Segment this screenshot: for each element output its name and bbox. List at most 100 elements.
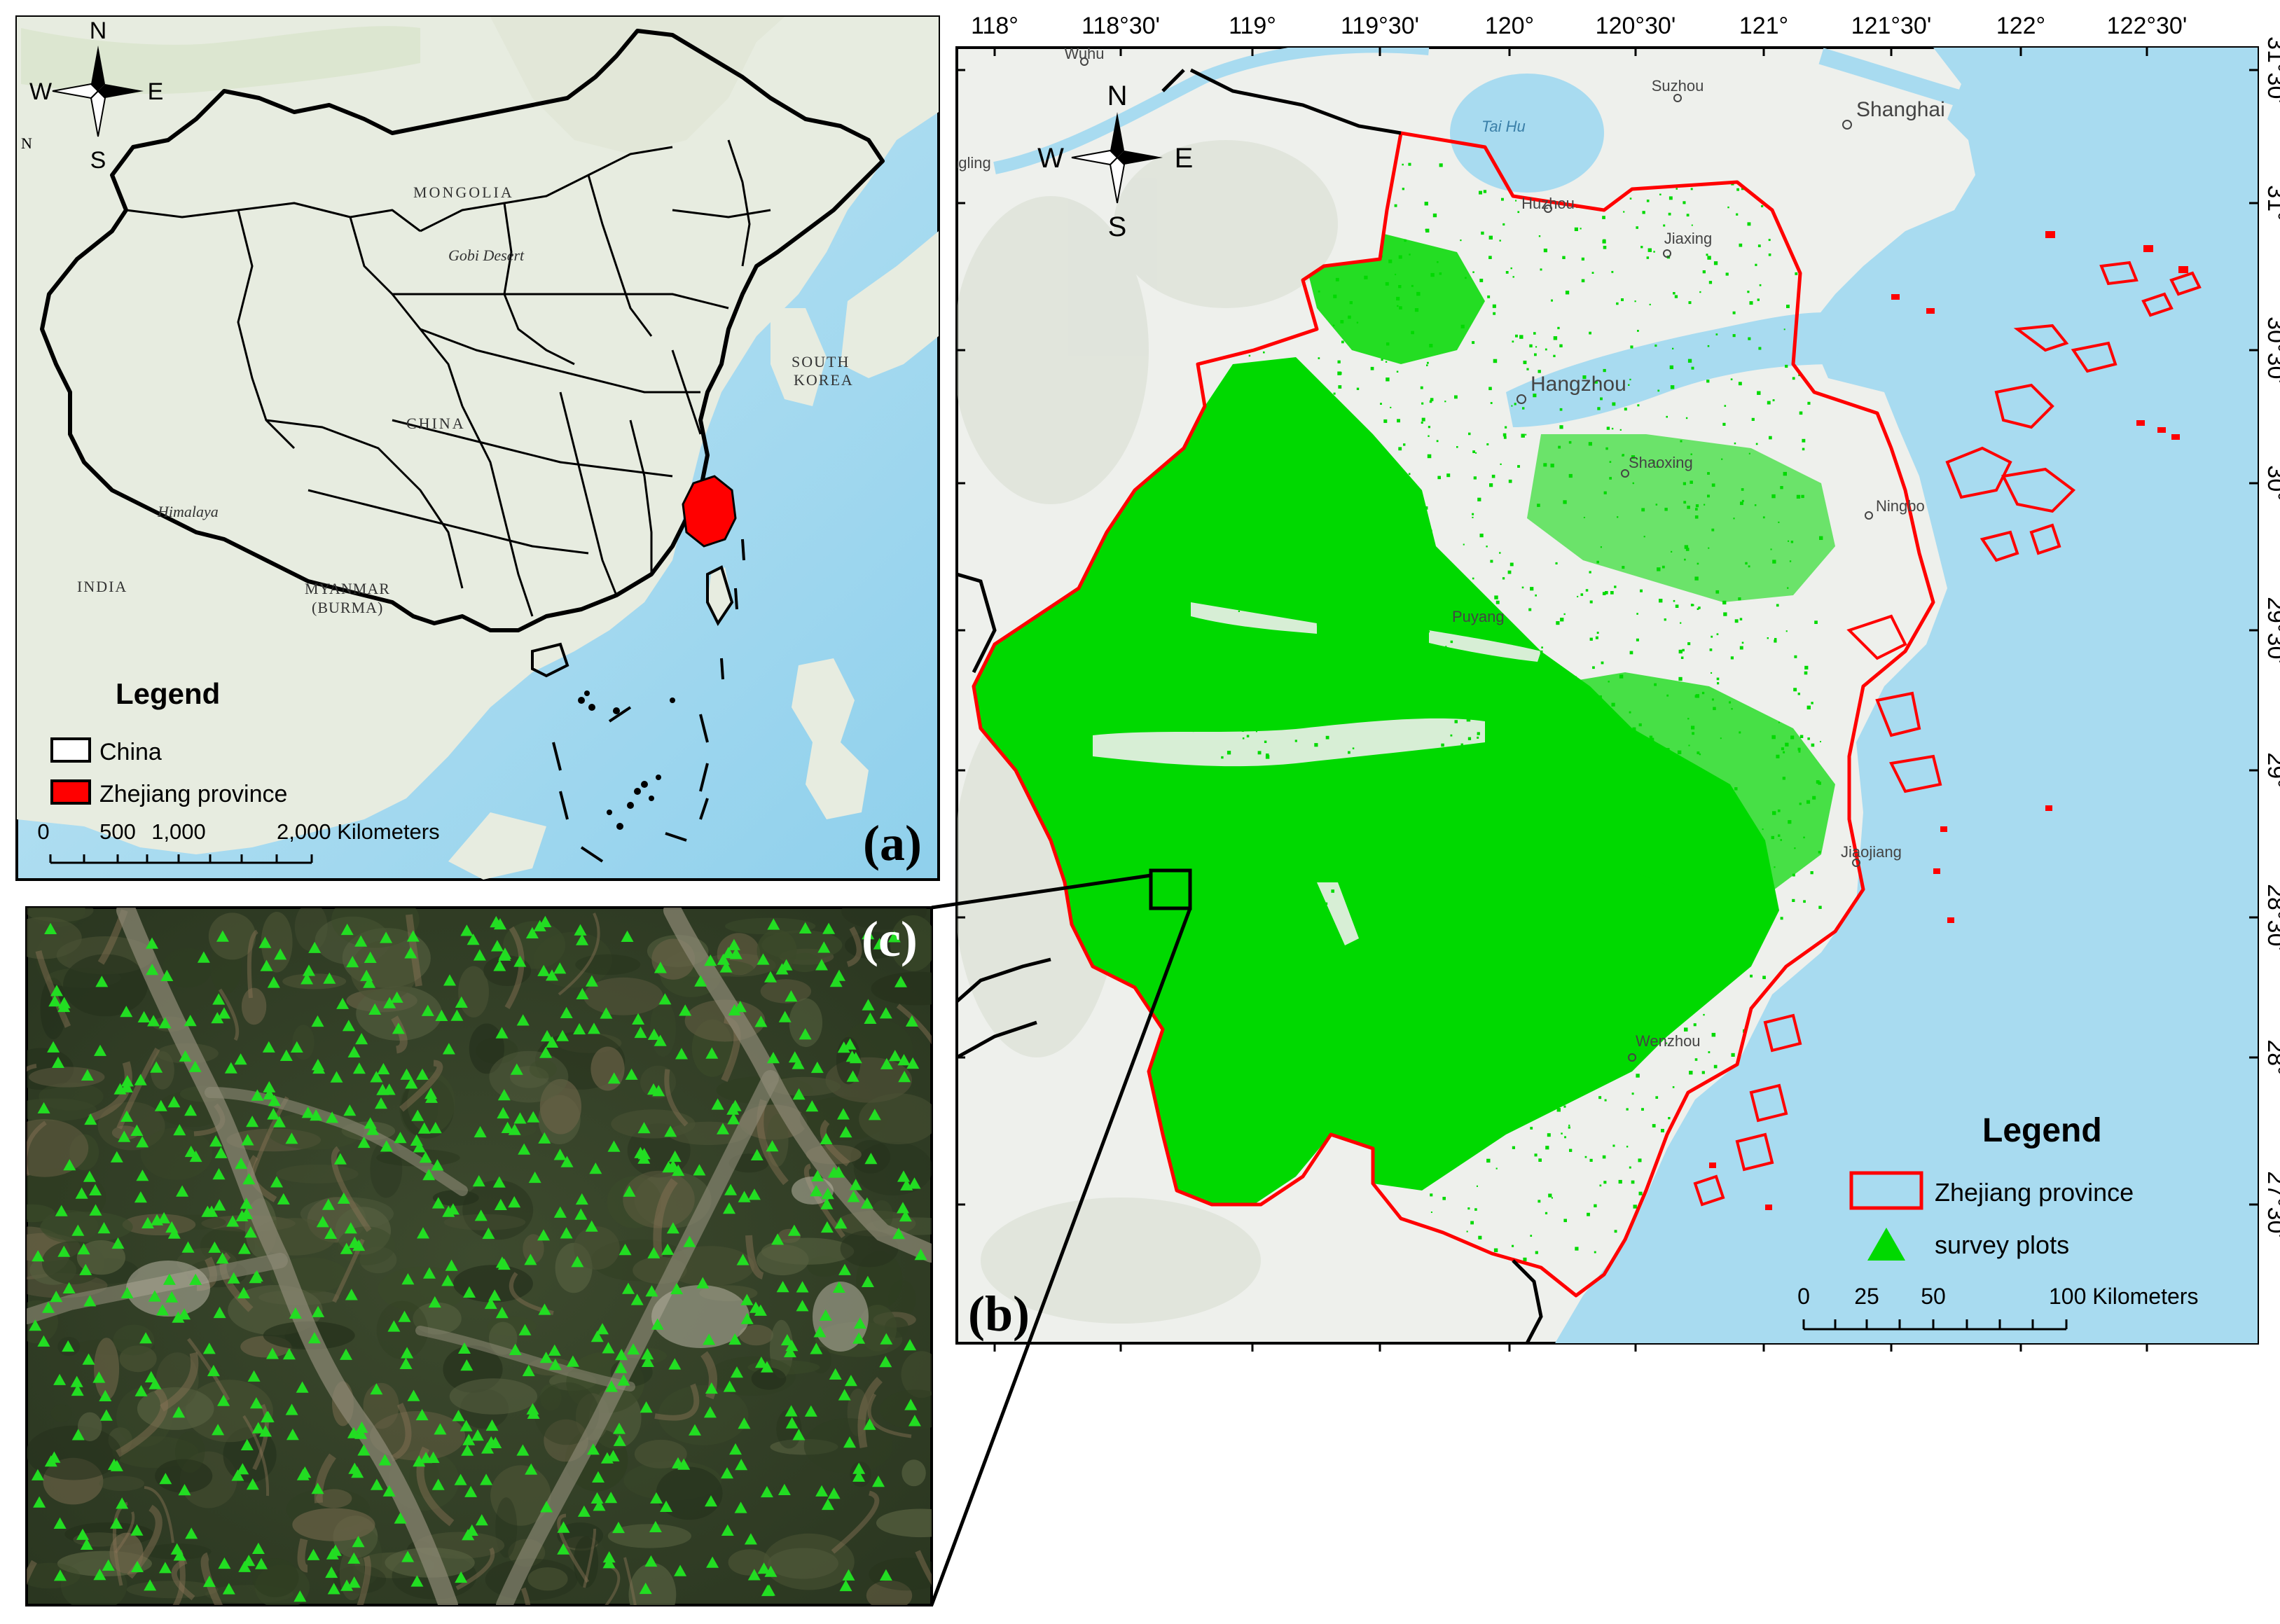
plot-speck (1629, 378, 1631, 381)
survey-plot-marker (897, 1054, 911, 1066)
survey-plot-marker (383, 997, 396, 1008)
plot-speck (1213, 1020, 1216, 1022)
plot-speck (1424, 202, 1428, 206)
terrain-patch (432, 1190, 479, 1206)
plot-speck (1416, 623, 1421, 627)
survey-plot-marker (178, 1308, 191, 1320)
terrain-patch (378, 1266, 468, 1312)
plot-speck (1442, 928, 1445, 931)
plot-speck (1709, 648, 1713, 651)
plot-speck (1385, 282, 1389, 286)
plot-speck (1477, 736, 1479, 739)
city-ningbo: Ningbo (1865, 497, 1925, 520)
plot-speck (1454, 710, 1457, 713)
survey-plot-marker (492, 1176, 506, 1188)
plot-speck (1636, 613, 1638, 615)
terrain-patch (539, 1384, 562, 1411)
plot-speck (1249, 644, 1251, 647)
plot-speck (1386, 1106, 1388, 1109)
settlements (126, 1177, 869, 1352)
plot-speck (1196, 511, 1200, 515)
survey-plot-marker (766, 1140, 779, 1152)
panel-a-china-map: N S E W N MONGOLIA Gobi Desert SOUTH KOR… (15, 15, 940, 881)
plot-speck (1512, 1146, 1515, 1149)
plot-speck (1751, 886, 1754, 889)
plot-speck (1196, 886, 1198, 889)
survey-plot-marker (311, 1059, 324, 1071)
survey-plot-marker (226, 1215, 240, 1227)
plot-speck (1314, 790, 1317, 793)
plot-speck (1341, 1022, 1343, 1025)
survey-plot-marker (723, 1202, 735, 1214)
plot-speck (1690, 453, 1692, 455)
plot-speck (1624, 753, 1627, 756)
plot-speck (1626, 741, 1629, 744)
survey-plot-marker (661, 1243, 675, 1255)
plot-speck (1495, 1167, 1498, 1170)
survey-plot-marker (488, 1289, 502, 1301)
plot-speck (1219, 1109, 1222, 1112)
survey-plot-marker (62, 1340, 75, 1352)
plot-speck (1246, 1016, 1249, 1019)
plot-speck (1505, 426, 1507, 429)
survey-plot-marker (84, 1113, 97, 1125)
ridge-erosion (653, 1178, 678, 1258)
survey-plot-marker (810, 1061, 824, 1074)
survey-plot-marker (434, 1423, 447, 1435)
survey-plot-marker (368, 1003, 382, 1015)
survey-plot-marker (462, 1434, 476, 1445)
plot-speck (1199, 917, 1203, 920)
terrain-patch (469, 1023, 505, 1074)
plot-speck (1525, 433, 1527, 436)
plot-speck (1396, 296, 1400, 300)
survey-plot-marker (159, 1473, 172, 1485)
plot-speck (1602, 723, 1607, 728)
survey-plot-marker (413, 1141, 426, 1153)
lat-tick-label: 28°30' (2262, 884, 2280, 951)
plot-speck (1329, 567, 1332, 569)
plot-speck (1608, 963, 1611, 966)
plot-speck (1481, 231, 1484, 235)
survey-plot-marker (460, 1420, 473, 1431)
plot-speck (1285, 1090, 1290, 1095)
plot-speck (1400, 553, 1404, 556)
survey-plot-marker (207, 1364, 220, 1377)
survey-plot-marker (733, 1001, 747, 1013)
plot-speck (1684, 816, 1688, 819)
survey-plot-marker (351, 1466, 364, 1478)
plot-speck (1711, 483, 1715, 487)
plot-speck (1479, 279, 1484, 282)
survey-plot-marker (173, 1124, 186, 1136)
panel-c-label: (c) (862, 911, 918, 967)
plot-speck (1559, 927, 1563, 931)
survey-plot-marker (575, 1193, 588, 1205)
plot-speck (1536, 774, 1540, 777)
plot-speck (1563, 783, 1566, 786)
survey-plot-marker (727, 1113, 740, 1125)
lon-tick-label: 119° (1229, 13, 1276, 39)
survey-plot-marker (147, 1015, 160, 1027)
plot-speck (1446, 611, 1450, 615)
plot-speck (1631, 1180, 1635, 1184)
lat-tick-label: 31° (2262, 185, 2280, 221)
plot-speck (1803, 836, 1805, 839)
survey-plot-marker (212, 1168, 226, 1180)
plot-speck (1224, 380, 1227, 382)
plot-speck (1203, 810, 1207, 813)
plot-speck (1432, 213, 1437, 218)
plot-speck (1249, 954, 1252, 958)
plot-speck (1423, 677, 1426, 681)
plot-speck (1207, 560, 1209, 562)
plot-speck (1758, 347, 1762, 350)
survey-plot-marker (723, 1380, 736, 1392)
plot-speck (1407, 940, 1411, 943)
survey-plot-marker (625, 1068, 638, 1080)
survey-plot-marker (363, 976, 376, 988)
plot-speck (1529, 344, 1533, 348)
ridge-erosion (35, 950, 71, 1028)
plot-speck (1362, 828, 1364, 831)
survey-plot-marker (148, 1377, 162, 1389)
survey-plot-marker (236, 1463, 249, 1475)
plot-speck (1558, 762, 1560, 764)
terrain-patch (27, 1048, 74, 1090)
